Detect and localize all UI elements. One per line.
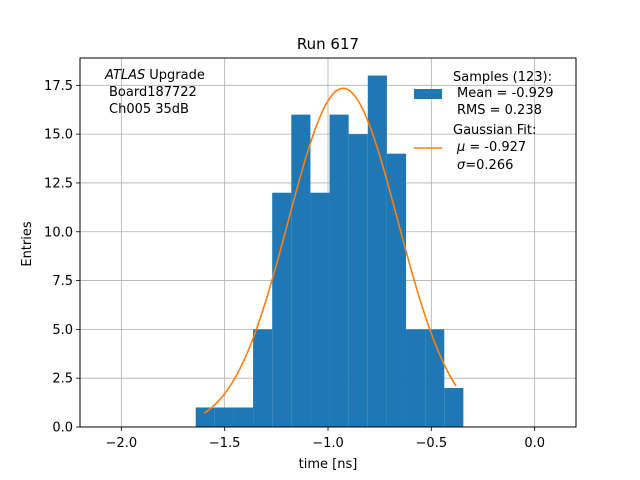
legend-fit-sigma: σ=0.266 [457,158,513,173]
legend-samples-swatch [414,89,442,99]
annotation-line-1: ATLAS Upgrade [104,68,205,83]
legend-sigma-symbol: σ [457,158,466,173]
y-tick-label: 5.0 [52,323,73,338]
histogram-bar [195,407,215,427]
legend-mu-value: -0.927 [484,140,526,155]
annotation-line-2: Board187722 [109,85,197,100]
histogram-bar [329,114,349,427]
x-tick-label: −1.5 [209,436,241,451]
y-tick-label: 12.5 [44,176,73,191]
y-tick-label: 0.0 [52,421,73,436]
x-tick-label: 0.0 [524,436,545,451]
y-tick-label: 2.5 [52,372,73,387]
histogram-bar [233,407,254,427]
y-tick-label: 15.0 [44,128,73,143]
annotation-atlas-word: ATLAS [104,68,145,83]
histogram-bar [253,329,273,427]
x-axis-label: time [ns] [299,457,358,472]
annotation-line-3: Ch005 35dB [109,102,189,117]
atlas-annotation: ATLAS Upgrade Board187722 Ch005 35dB [104,68,205,117]
histogram-bar [214,407,234,427]
histogram-bar [386,153,407,427]
histogram-bar [406,329,426,427]
x-tick-label: −2.0 [106,436,138,451]
x-axis-ticks: −2.0 −1.5 −1.0 −0.5 0.0 [106,427,545,451]
legend-samples-rms: RMS = 0.238 [457,103,542,118]
histogram-bar [310,192,330,427]
legend-mu-symbol: μ = [456,140,480,155]
x-tick-label: −1.0 [312,436,344,451]
legend-fit-header: Gaussian Fit: [453,123,536,138]
y-tick-label: 10.0 [44,225,73,240]
y-axis-label: Entries [20,221,35,267]
histogram-bars [195,75,464,428]
x-tick-label: −0.5 [416,436,448,451]
legend: Samples (123): Mean = -0.929 RMS = 0.238… [414,70,553,173]
histogram-bar [348,134,368,427]
legend-samples-mean: Mean = -0.929 [457,86,553,101]
gaussian-fit [203,87,457,414]
chart-title: Run 617 [297,35,359,53]
histogram-bar [444,387,464,427]
y-tick-label: 17.5 [44,79,73,94]
annotation-upgrade: Upgrade [149,68,205,83]
legend-fit-mu: μ = -0.927 [456,140,526,155]
histogram-bar [272,192,292,427]
y-axis-ticks: 0.0 2.5 5.0 7.5 10.0 12.5 15.0 17.5 [44,79,80,436]
y-tick-label: 7.5 [52,274,73,289]
legend-samples-header: Samples (123): [453,70,552,85]
fit-curve [203,87,457,414]
histogram-bar [291,114,311,427]
legend-sigma-value: =0.266 [465,158,513,173]
